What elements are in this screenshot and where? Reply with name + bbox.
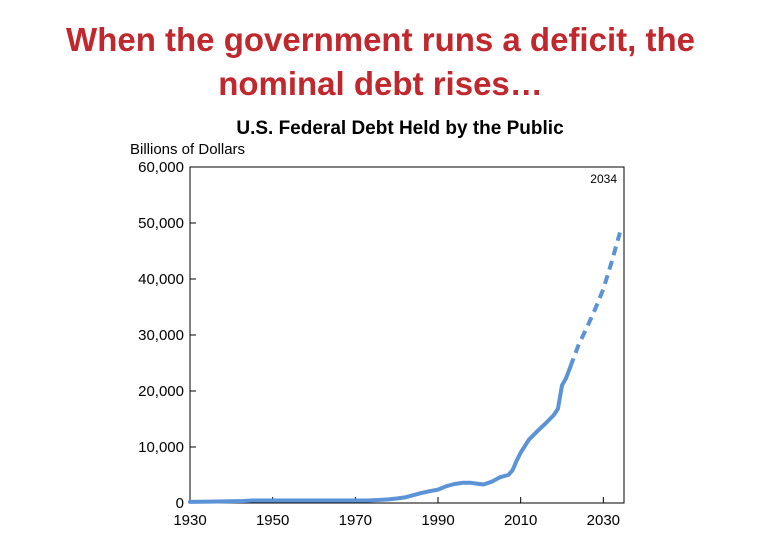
plot-area-frame — [189, 166, 625, 504]
x-tick-label: 1970 — [339, 512, 372, 529]
x-tick-label: 1930 — [173, 512, 206, 529]
year-annotation: 2034 — [590, 172, 617, 186]
slide-title-line-2: nominal debt rises… — [218, 65, 543, 102]
y-tick-label: 20,000 — [138, 383, 184, 400]
y-tick-label: 0 — [176, 495, 184, 512]
projection-series-line — [568, 231, 622, 368]
y-tick-label: 10,000 — [138, 439, 184, 456]
y-axis-label: Billions of Dollars — [130, 141, 245, 158]
x-tick-label: 2010 — [504, 512, 537, 529]
slide-title: When the government runs a deficit, the … — [0, 18, 761, 106]
y-tick-label: 40,000 — [138, 271, 184, 288]
chart-title: U.S. Federal Debt Held by the Public — [236, 118, 564, 139]
historical-series-line — [188, 364, 573, 504]
x-tick-label: 1950 — [256, 512, 289, 529]
y-tick-label: 60,000 — [138, 159, 184, 176]
x-tick-label: 1990 — [421, 512, 454, 529]
y-tick-label: 30,000 — [138, 327, 184, 344]
slide-title-line-1: When the government runs a deficit, the — [66, 21, 695, 58]
x-tick-label: 2030 — [587, 512, 620, 529]
y-tick-label: 50,000 — [138, 215, 184, 232]
